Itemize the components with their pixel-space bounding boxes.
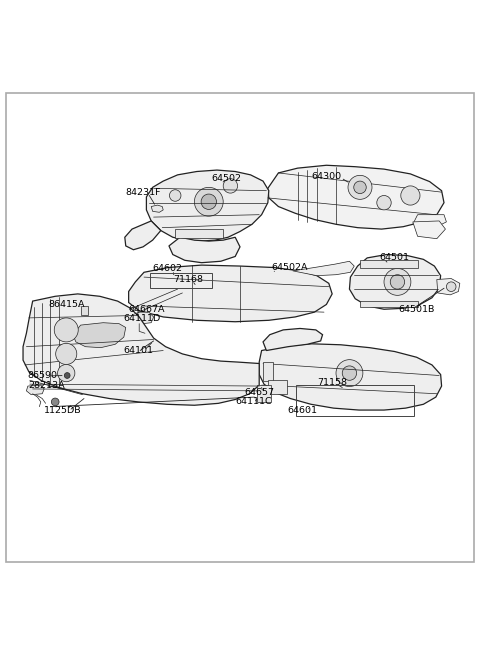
Text: 64101: 64101: [124, 346, 154, 355]
Polygon shape: [151, 205, 163, 212]
Text: 84231F: 84231F: [126, 187, 161, 196]
Circle shape: [194, 187, 223, 216]
Circle shape: [342, 366, 357, 381]
Circle shape: [201, 194, 216, 210]
Text: 64111C: 64111C: [235, 398, 272, 406]
Polygon shape: [26, 385, 44, 395]
Bar: [360, 301, 418, 307]
Text: 71158: 71158: [317, 378, 347, 387]
Polygon shape: [293, 261, 354, 276]
Circle shape: [169, 190, 181, 201]
Text: 1125DB: 1125DB: [44, 405, 82, 415]
Circle shape: [54, 318, 78, 342]
Polygon shape: [129, 265, 332, 322]
Polygon shape: [135, 312, 154, 324]
Text: 64111D: 64111D: [124, 314, 161, 324]
Text: 86590: 86590: [28, 371, 58, 380]
Polygon shape: [413, 215, 446, 229]
Polygon shape: [133, 331, 146, 339]
Circle shape: [223, 179, 238, 193]
Polygon shape: [413, 221, 445, 238]
Bar: [268, 381, 287, 394]
Text: 64601: 64601: [287, 405, 317, 415]
Circle shape: [348, 176, 372, 199]
Text: 64502A: 64502A: [271, 263, 308, 272]
Circle shape: [58, 364, 75, 382]
Circle shape: [377, 195, 391, 210]
Circle shape: [401, 186, 420, 205]
Circle shape: [390, 274, 405, 289]
Text: 28213A: 28213A: [28, 381, 64, 390]
Text: 64502: 64502: [212, 174, 241, 183]
Circle shape: [64, 373, 70, 379]
Circle shape: [336, 360, 363, 386]
Text: 64657: 64657: [245, 388, 275, 397]
Polygon shape: [263, 328, 323, 350]
Bar: [360, 260, 418, 267]
Text: 64667A: 64667A: [129, 305, 165, 314]
Polygon shape: [23, 294, 259, 405]
Text: 86415A: 86415A: [48, 300, 84, 309]
Polygon shape: [169, 237, 240, 263]
Polygon shape: [268, 165, 444, 229]
Polygon shape: [259, 344, 442, 410]
Bar: [175, 229, 223, 238]
Circle shape: [56, 343, 77, 364]
Bar: [257, 385, 271, 402]
Text: 64501B: 64501B: [398, 305, 435, 314]
Polygon shape: [125, 221, 161, 250]
Circle shape: [51, 398, 59, 405]
Bar: [81, 306, 88, 314]
Polygon shape: [73, 323, 126, 348]
Polygon shape: [437, 278, 460, 295]
Bar: [263, 362, 273, 381]
Text: 64602: 64602: [153, 265, 182, 273]
Text: 64501: 64501: [379, 253, 409, 263]
Text: 71168: 71168: [173, 275, 203, 284]
Circle shape: [384, 269, 411, 295]
Polygon shape: [146, 170, 269, 241]
Polygon shape: [349, 255, 441, 309]
Circle shape: [446, 282, 456, 291]
Text: 64300: 64300: [312, 172, 341, 181]
Circle shape: [354, 181, 366, 194]
